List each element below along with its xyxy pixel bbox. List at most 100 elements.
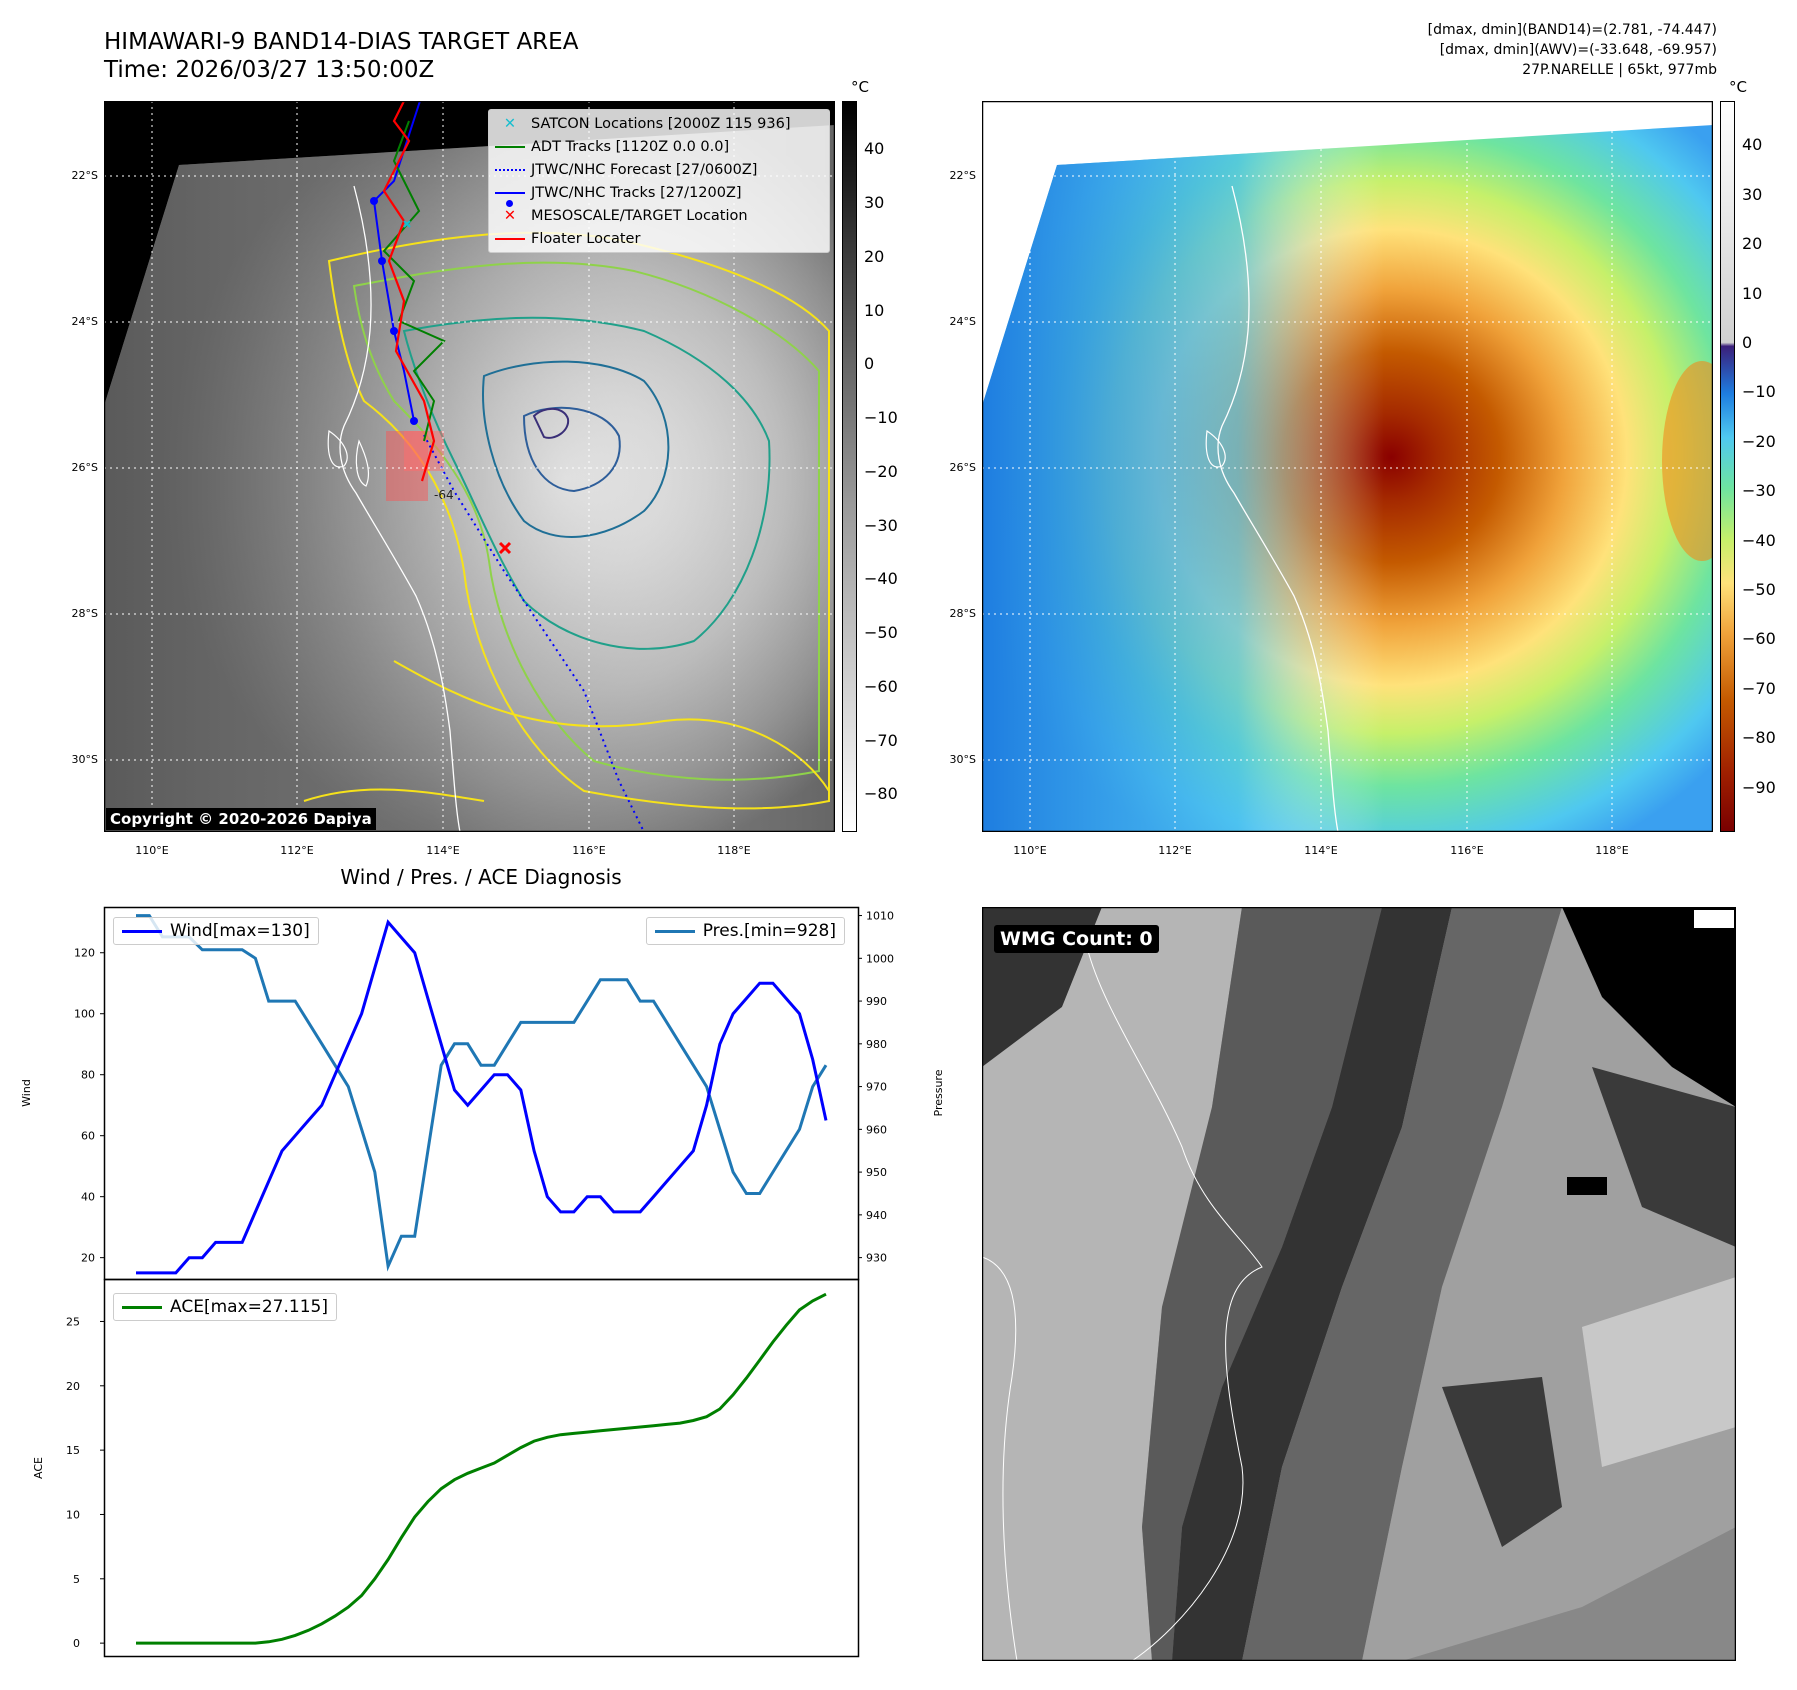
ace-tick-label: 5: [73, 1573, 80, 1586]
colorbar-tick-label: −10: [1742, 382, 1776, 402]
line-icon: [122, 1305, 162, 1309]
lat-tick-label: 30°S: [949, 753, 976, 766]
ace-tick-label: 0: [73, 1637, 80, 1650]
colorbar-tick-label: −80: [864, 784, 898, 804]
line-icon: [122, 929, 162, 933]
wind-tick-label: 100: [74, 1008, 95, 1021]
colorbar-tick-label: 40: [1742, 135, 1763, 155]
colorbar-tick-label: 40: [864, 139, 885, 159]
line-dot-icon: [489, 191, 531, 207]
lat-tick-label: 24°S: [949, 315, 976, 328]
enh-map: [982, 101, 1713, 832]
pressure-tick-label: 960: [866, 1123, 887, 1136]
colorbar-tick-label: −20: [1742, 431, 1776, 451]
lon-tick-label: 114°E: [1304, 844, 1338, 857]
wmg-count-badge: WMG Count: 0: [994, 925, 1159, 953]
colorbar-tick-label: 10: [1742, 283, 1763, 303]
pressure-tick-label: 1010: [866, 910, 894, 923]
colorbar-tick-label: −20: [864, 461, 898, 481]
ace-legend-label: ACE[max=27.115]: [170, 1297, 328, 1317]
legend-item-satcon: ✕ SATCON Locations [2000Z 115 936]: [489, 112, 829, 135]
colorbar-tick-label: −60: [1742, 629, 1776, 649]
wind-legend-label: Wind[max=130]: [170, 921, 310, 941]
ir-map-panel: -64: [104, 101, 835, 832]
info-awv: [dmax, dmin](AWV)=(-33.648, -69.957): [1439, 42, 1717, 58]
lon-tick-label: 112°E: [1158, 844, 1192, 857]
line-icon: [654, 929, 695, 933]
wind-axes-frame: [103, 906, 860, 1281]
colorbar-tick-label: 0: [1742, 333, 1753, 353]
lon-tick-label: 114°E: [426, 844, 460, 857]
colorbar-tick-label: 20: [864, 246, 885, 266]
lon-tick-label: 118°E: [1595, 844, 1629, 857]
ace-tick-label: 15: [66, 1444, 80, 1457]
ir-colorbar: [842, 101, 857, 832]
enh-map-panel: [982, 101, 1713, 832]
colorbar-tick-label: 10: [864, 300, 885, 320]
diag-title: Wind / Pres. / ACE Diagnosis: [340, 865, 622, 889]
pressure-tick-label: 970: [866, 1081, 887, 1094]
line-icon: [489, 237, 531, 240]
ace-legend: ACE[max=27.115]: [113, 1293, 337, 1321]
chart-time: Time: 2026/03/27 13:50:00Z: [104, 57, 435, 83]
lat-tick-label: 24°S: [71, 315, 98, 328]
pressure-series-line: [136, 914, 828, 1272]
lon-tick-label: 116°E: [1450, 844, 1484, 857]
ir-legend: ✕ SATCON Locations [2000Z 115 936] ADT Tr…: [488, 109, 830, 253]
pressure-tick-label: 930: [866, 1252, 887, 1265]
ace-tick-label: 25: [66, 1315, 80, 1328]
lon-tick-label: 118°E: [717, 844, 751, 857]
lat-tick-label: 26°S: [949, 461, 976, 474]
enh-colorbar-unit: °C: [1729, 78, 1747, 96]
wind-tick-label: 80: [81, 1069, 95, 1082]
pressure-tick-label: 1000: [866, 952, 894, 965]
lat-tick-label: 22°S: [71, 169, 98, 182]
legend-item-floater: Floater Locater: [489, 227, 829, 250]
wind-legend: Wind[max=130]: [113, 917, 319, 945]
line-icon: [489, 145, 531, 148]
colorbar-tick-label: −70: [1742, 678, 1776, 698]
lon-tick-label: 112°E: [280, 844, 314, 857]
legend-item-forecast: JTWC/NHC Forecast [27/0600Z]: [489, 158, 829, 181]
wind-tick-label: 60: [81, 1130, 95, 1143]
pressure-tick-label: 940: [866, 1209, 887, 1222]
colorbar-tick-label: −30: [1742, 481, 1776, 501]
diag-chart: 2040608010012093094095096097098099010001…: [20, 906, 945, 1658]
x-marker-icon: ✕: [503, 115, 517, 132]
pressure-tick-label: 980: [866, 1038, 887, 1051]
wind-series-line: [136, 919, 828, 1275]
legend-item-tracks: JTWC/NHC Tracks [27/1200Z]: [489, 181, 829, 207]
pressure-tick-label: 950: [866, 1166, 887, 1179]
colorbar-tick-label: −50: [864, 623, 898, 643]
ace-axes-frame: [103, 1278, 860, 1658]
ir-colorbar-unit: °C: [851, 78, 869, 96]
enh-colorbar: [1720, 101, 1735, 832]
colorbar-tick-label: −60: [864, 676, 898, 696]
colorbar-tick-label: −40: [1742, 530, 1776, 550]
colorbar-tick-label: 30: [1742, 184, 1763, 204]
info-storm: 27P.NARELLE | 65kt, 977mb: [1522, 62, 1717, 78]
lat-tick-label: 28°S: [949, 607, 976, 620]
wind-tick-label: 120: [74, 947, 95, 960]
colorbar-tick-label: −10: [864, 408, 898, 428]
wind-tick-label: 40: [81, 1191, 95, 1204]
legend-item-adt: ADT Tracks [1120Z 0.0 0.0]: [489, 135, 829, 158]
colorbar-tick-label: −80: [1742, 728, 1776, 748]
colorbar-tick-label: −40: [864, 569, 898, 589]
pres-legend: Pres.[min=928]: [645, 917, 845, 945]
dotted-line-icon: [489, 168, 531, 171]
colorbar-tick-label: −90: [1742, 777, 1776, 797]
pressure-tick-label: 990: [866, 995, 887, 1008]
ace-tick-label: 20: [66, 1380, 80, 1393]
legend-item-mesoscale: ✕ MESOSCALE/TARGET Location: [489, 204, 829, 227]
lat-tick-label: 28°S: [71, 607, 98, 620]
lat-tick-label: 30°S: [71, 753, 98, 766]
colorbar-tick-label: −30: [864, 515, 898, 535]
ace-axis-label: ACE: [32, 1457, 45, 1479]
chart-title: HIMAWARI-9 BAND14-DIAS TARGET AREA: [104, 29, 579, 55]
colorbar-tick-label: 30: [864, 193, 885, 213]
wind-axis-label: Wind: [20, 1079, 33, 1107]
ace-tick-label: 10: [66, 1508, 80, 1521]
wmg-map: [982, 907, 1736, 1661]
pres-legend-label: Pres.[min=928]: [702, 921, 836, 941]
